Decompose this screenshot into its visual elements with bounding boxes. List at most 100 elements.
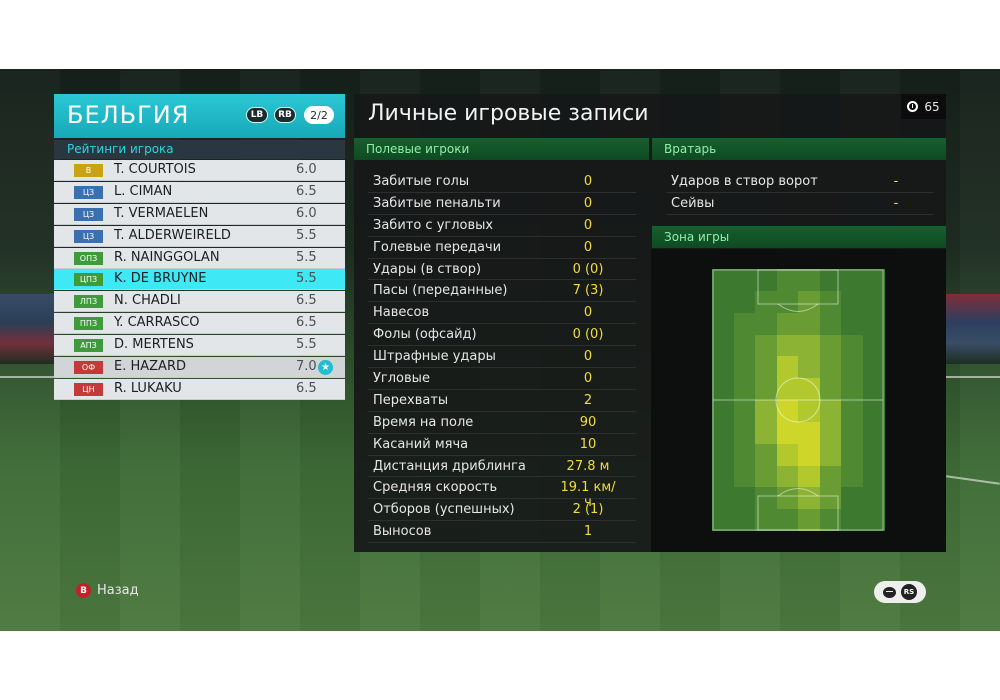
- stat-label: Выносов: [373, 524, 432, 540]
- b-button-icon: B: [76, 583, 91, 598]
- player-row[interactable]: В T. COURTOIS 6.0: [54, 160, 345, 181]
- back-button[interactable]: B Назад: [76, 583, 139, 598]
- player-row[interactable]: ЦЗ L. CIMAN 6.5: [54, 181, 345, 203]
- player-row[interactable]: ЛПЗ N. CHADLI 6.5: [54, 291, 345, 313]
- player-name: T. VERMAELEN: [114, 205, 209, 221]
- heatmap-cell: [733, 334, 756, 357]
- stat-row: Отборов (успешных) 2 (1): [368, 499, 636, 522]
- player-row[interactable]: ЦЗ T. ALDERWEIRELD 5.5: [54, 225, 345, 247]
- player-row[interactable]: ОПЗ R. NAINGGOLAN 5.5: [54, 247, 345, 269]
- heatmap-cell: [755, 269, 777, 292]
- heatmap-cell: [798, 269, 820, 292]
- gk-stat-value: -: [893, 174, 899, 189]
- heatmap-cell: [776, 290, 799, 314]
- gk-stat-row: Сейвы -: [666, 193, 934, 215]
- heatmap-cell: [755, 356, 777, 379]
- stat-row: Навесов 0: [368, 302, 636, 325]
- stat-value: 0: [583, 349, 593, 365]
- heatmap-cell: [798, 356, 820, 379]
- heatmap-cell: [819, 334, 842, 357]
- stat-value: 19.1 км/ч: [560, 480, 616, 511]
- player-name: D. MERTENS: [114, 337, 194, 353]
- heatmap-cell: [733, 378, 756, 401]
- heatmap-cell: [733, 400, 756, 423]
- heatmap-cell: [712, 400, 734, 423]
- game-screen: БЕЛЬГИЯ LB RB 2/2 Рейтинги игрока В T. CO…: [0, 69, 1000, 631]
- heatmap-cell: [712, 487, 734, 510]
- rs-button-icon[interactable]: RS: [901, 584, 917, 600]
- heatmap-cell: [841, 334, 863, 357]
- back-label: Назад: [97, 583, 139, 598]
- player-row[interactable]: ЦПЗ K. DE BRUYNE 5.5: [54, 269, 345, 291]
- heatmap-cell: [755, 509, 777, 532]
- stat-label: Голевые передачи: [373, 239, 502, 255]
- heatmap-cell: [841, 269, 863, 292]
- heatmap-cell: [733, 465, 756, 488]
- stat-label: Перехваты: [373, 392, 449, 408]
- stat-label: Удары (в створ): [373, 261, 482, 277]
- heatmap-panel: [651, 249, 946, 552]
- stat-label: Фолы (офсайд): [373, 327, 477, 343]
- heatmap-cell: [712, 312, 734, 335]
- heatmap-cell: [755, 465, 777, 488]
- heatmap-cell: [776, 400, 799, 423]
- gk-stat-label: Ударов в створ ворот: [671, 174, 818, 189]
- heatmap-cell: [819, 356, 842, 379]
- player-row[interactable]: АПЗ D. MERTENS 5.5: [54, 335, 345, 357]
- heatmap-cell: [755, 378, 777, 401]
- stat-value: 0: [583, 371, 593, 387]
- position-badge: ЦПЗ: [74, 273, 103, 287]
- player-row[interactable]: ОФ E. HAZARD 7.0 ★: [54, 357, 345, 379]
- heatmap-cell: [755, 290, 777, 314]
- heatmap-cell: [841, 378, 863, 401]
- goalkeeper-header: Вратарь: [652, 138, 946, 160]
- player-row[interactable]: ЦЗ T. VERMAELEN 6.0: [54, 203, 345, 225]
- rb-button-icon[interactable]: RB: [274, 107, 296, 123]
- position-badge: ОПЗ: [74, 251, 103, 265]
- records-panel: Личные игровые записи 65 Полевые игроки …: [354, 94, 946, 552]
- lb-button-icon[interactable]: LB: [246, 107, 268, 123]
- player-rating: 6.5: [296, 315, 317, 331]
- chat-icon[interactable]: [883, 586, 896, 598]
- heatmap-cell: [712, 269, 734, 292]
- heatmap-cell: [733, 269, 756, 292]
- heatmap-cell: [862, 334, 885, 357]
- heatmap-cell: [776, 378, 799, 401]
- stat-row: Забитые пенальти 0: [368, 193, 636, 215]
- heatmap-cell: [712, 465, 734, 488]
- heatmap-cell: [841, 356, 863, 379]
- heatmap-cell: [798, 334, 820, 357]
- page-indicator: 2/2: [304, 106, 334, 124]
- player-rating: 6.0: [296, 205, 317, 221]
- player-name: R. NAINGGOLAN: [114, 249, 220, 265]
- heatmap-cell: [712, 334, 734, 357]
- stat-label: Забитые голы: [373, 174, 470, 189]
- player-name: T. ALDERWEIRELD: [114, 227, 231, 243]
- stat-value: 7 (3): [572, 283, 604, 299]
- team-header: БЕЛЬГИЯ LB RB 2/2: [54, 94, 345, 138]
- stat-row: Время на поле 90: [368, 412, 636, 434]
- stat-row: Забито с угловых 0: [368, 215, 636, 237]
- player-row[interactable]: ЦН R. LUKAKU 6.5: [54, 378, 345, 400]
- action-buttons[interactable]: RS: [874, 581, 926, 603]
- stat-row: Голевые передачи 0: [368, 237, 636, 259]
- stat-value: 0: [583, 174, 593, 189]
- stat-label: Отборов (успешных): [373, 502, 515, 518]
- heatmap-cell: [819, 443, 842, 466]
- heatmap-cell: [862, 487, 885, 510]
- field-stats-list: Забитые голы 0 Забитые пенальти 0 Забито с у…: [368, 171, 636, 544]
- team-name: БЕЛЬГИЯ: [67, 101, 190, 129]
- heatmap-cell: [841, 443, 863, 466]
- heatmap-cell: [862, 269, 885, 292]
- player-rating: 5.5: [296, 249, 317, 265]
- position-badge: ЦЗ: [74, 207, 103, 221]
- heatmap-cell: [819, 487, 842, 510]
- stat-row: Забитые голы 0: [368, 171, 636, 193]
- heatmap-cell: [819, 269, 842, 292]
- stat-label: Угловые: [373, 371, 430, 387]
- heatmap-cell: [819, 400, 842, 423]
- heatmap-cell: [819, 465, 842, 488]
- heatmap-cell: [798, 465, 820, 488]
- stat-row: Дистанция дриблинга 27.8 м: [368, 456, 636, 478]
- player-row[interactable]: ППЗ Y. CARRASCO 6.5: [54, 313, 345, 335]
